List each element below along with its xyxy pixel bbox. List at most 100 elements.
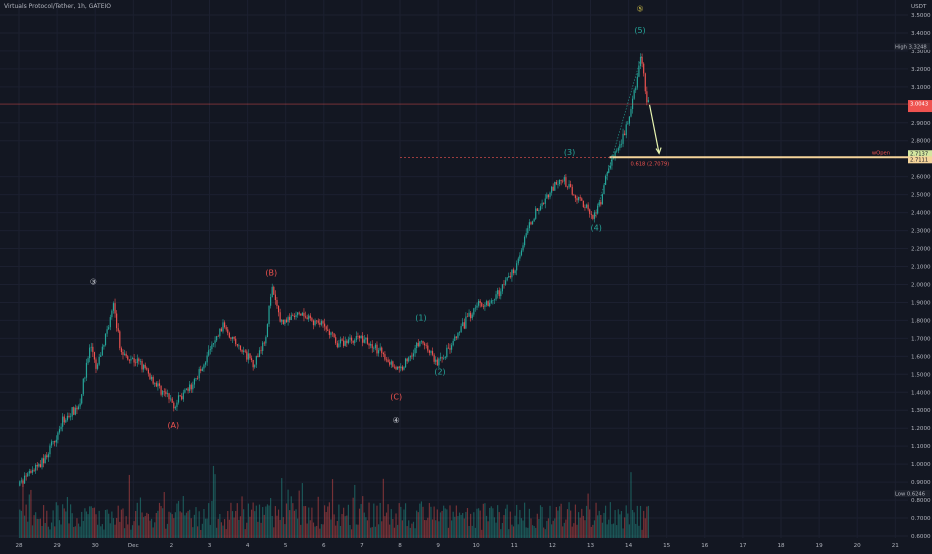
candle-body bbox=[189, 384, 191, 391]
candle-body bbox=[290, 315, 292, 321]
volume-bar bbox=[338, 504, 340, 538]
volume-bar bbox=[260, 522, 262, 538]
volume-bar bbox=[363, 512, 365, 538]
candle-body bbox=[170, 398, 172, 400]
volume-bar bbox=[162, 508, 164, 538]
candle-body bbox=[468, 312, 470, 317]
candle-body bbox=[470, 312, 472, 319]
candle-body bbox=[373, 348, 375, 349]
volume-bar bbox=[400, 506, 402, 538]
volume-bar bbox=[646, 506, 648, 538]
candle-body bbox=[89, 347, 91, 359]
price-tick-label: 3.2000 bbox=[911, 67, 931, 73]
candle-body bbox=[497, 290, 499, 295]
candle-body bbox=[381, 347, 383, 353]
volume-bar bbox=[98, 510, 100, 538]
volume-bar bbox=[616, 525, 618, 538]
candle-body bbox=[192, 384, 194, 390]
candle-body bbox=[533, 218, 535, 222]
volume-bar bbox=[341, 514, 343, 538]
time-axis[interactable]: 28 29 30 Dec 2 3 4 5 6 7 8 9 10 11 12 13 14 15 16 17 18 19 20 2… bbox=[0, 538, 932, 550]
candle-body bbox=[370, 344, 372, 346]
volume-bar bbox=[209, 524, 211, 538]
volume-bar bbox=[119, 521, 121, 538]
candle-body bbox=[601, 194, 603, 205]
volume-bar bbox=[252, 502, 254, 538]
candle-body bbox=[306, 317, 308, 320]
volume-bar bbox=[346, 515, 348, 538]
candle-body bbox=[227, 329, 229, 333]
volume-bar bbox=[131, 525, 134, 538]
price-tick-label: 2.3000 bbox=[911, 229, 931, 235]
candle-body bbox=[77, 406, 80, 410]
candle-body bbox=[160, 385, 162, 395]
candle-body bbox=[358, 336, 361, 339]
volume-bar bbox=[463, 518, 465, 538]
volume-bar bbox=[581, 508, 583, 538]
volume-bar bbox=[30, 489, 32, 538]
candle-body bbox=[109, 317, 111, 328]
candle-body bbox=[65, 420, 67, 423]
candle-body bbox=[282, 319, 284, 324]
candle-body bbox=[427, 345, 429, 351]
volume-bar bbox=[62, 504, 64, 538]
volume-bar bbox=[306, 523, 308, 538]
candle-body bbox=[495, 294, 497, 300]
candle-body bbox=[19, 481, 21, 486]
volume-bar bbox=[385, 512, 388, 538]
candle-body bbox=[197, 378, 199, 379]
candles bbox=[19, 53, 650, 487]
volume-bar bbox=[266, 504, 269, 538]
volume-bar bbox=[255, 505, 257, 538]
price-tick-label: 3.1000 bbox=[911, 85, 931, 91]
volume-bar bbox=[376, 505, 378, 538]
volume-bar bbox=[511, 524, 513, 538]
candle-body bbox=[389, 362, 391, 365]
candle-body bbox=[117, 328, 119, 332]
volume-bar bbox=[597, 515, 599, 538]
volume-bar bbox=[343, 507, 345, 538]
volume-bar bbox=[585, 505, 588, 538]
volume-bar bbox=[460, 514, 462, 538]
volume-bar bbox=[598, 510, 600, 538]
volume-bar bbox=[611, 524, 613, 538]
volume-bar bbox=[143, 517, 145, 538]
volume-bar bbox=[381, 521, 383, 538]
volume-bar bbox=[444, 508, 446, 538]
candle-body bbox=[482, 306, 484, 307]
volume-bar bbox=[539, 505, 542, 538]
time-tick-label: 17 bbox=[739, 543, 747, 549]
candle-body bbox=[254, 364, 256, 368]
volume-bar bbox=[397, 524, 399, 538]
candle-body bbox=[465, 316, 467, 329]
volume-bar bbox=[160, 506, 162, 538]
candle-body bbox=[339, 339, 342, 344]
candle-body bbox=[641, 56, 643, 64]
candle-body bbox=[252, 360, 254, 368]
volume-bar bbox=[281, 478, 283, 538]
candle-body bbox=[246, 351, 248, 360]
volume-bar bbox=[150, 518, 153, 538]
candle-body bbox=[195, 378, 197, 379]
candle-body bbox=[504, 280, 507, 285]
price-tick-label: 1.4000 bbox=[911, 390, 931, 396]
candle-body bbox=[90, 346, 92, 348]
candle-body bbox=[54, 441, 56, 443]
candle-body bbox=[397, 366, 399, 370]
volume-bar bbox=[65, 511, 67, 538]
candle-body bbox=[519, 255, 521, 259]
candle-body bbox=[558, 179, 561, 185]
time-tick-label: 19 bbox=[816, 543, 824, 549]
candle-body bbox=[347, 339, 349, 344]
volume-bar bbox=[566, 509, 569, 538]
price-axis[interactable]: USDT 3.5000 3.4000 3.3000 3.2000 3.1000 2.9000… bbox=[894, 0, 932, 550]
volume-bar bbox=[125, 516, 127, 538]
candle-body bbox=[409, 355, 411, 358]
volume-bar bbox=[476, 508, 478, 538]
candle-body bbox=[476, 305, 478, 308]
candle-body bbox=[300, 313, 302, 316]
candle-body bbox=[74, 407, 76, 415]
volume-bar bbox=[81, 511, 83, 538]
